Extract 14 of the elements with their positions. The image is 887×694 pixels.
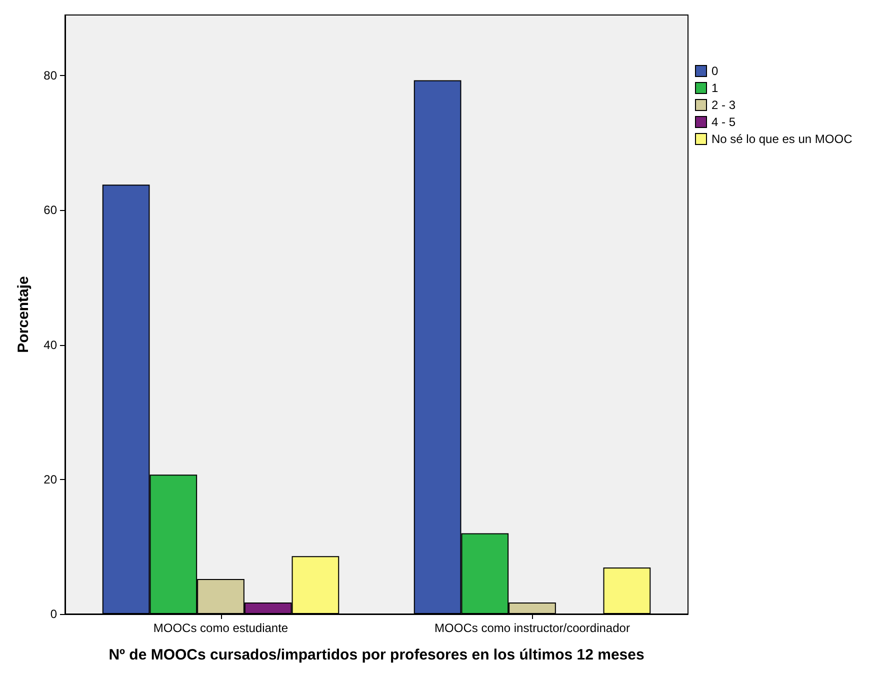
y-tick-label: 40 [44,338,58,352]
y-tick-label: 80 [44,68,58,83]
legend-label: 0 [712,64,718,78]
y-tick-label: 0 [50,607,58,621]
y-tick-label: 20 [44,472,58,486]
legend-label: No sé lo que es un MOOC [712,132,853,146]
y-axis-title: Porcentaje [15,276,32,353]
legend-label: 1 [712,81,718,95]
y-tick-label: 60 [44,203,58,218]
x-tick-label: MOOCs como estudiante [153,621,288,635]
legend-label: 2 - 3 [712,98,736,112]
legend-label: 4 - 5 [712,115,736,129]
x-axis-title: Nº de MOOCs cursados/impartidos por profesores en los últimos 12 meses [108,646,644,664]
x-tick-label: MOOCs como instructor/coordinador [434,621,630,635]
